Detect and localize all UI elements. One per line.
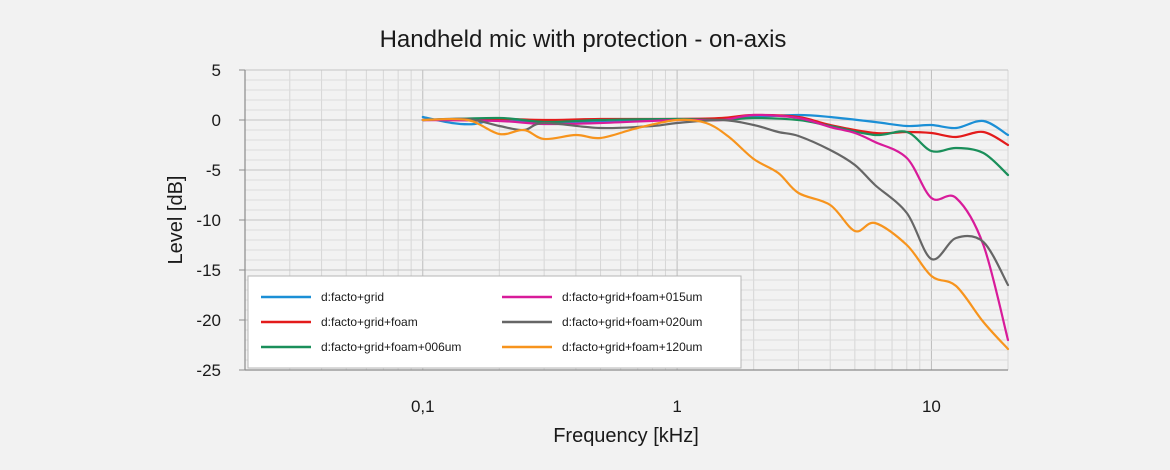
legend-label: d:facto+grid (321, 290, 384, 304)
legend-label: d:facto+grid+foam+120um (562, 340, 702, 354)
legend: d:facto+grid d:facto+grid+foam d:facto+gri… (247, 275, 742, 369)
y-axis-label: Level [dB] (165, 176, 187, 265)
legend-label: d:facto+grid+foam (321, 315, 418, 329)
legend-label: d:facto+grid+foam+020um (562, 315, 702, 329)
y-tick-label: -5 (206, 161, 221, 180)
legend-box (247, 275, 742, 369)
series-lines (421, 113, 1010, 351)
legend-items: d:facto+grid d:facto+grid+foam d:facto+gri… (261, 290, 702, 354)
y-tick-label: -10 (196, 211, 221, 230)
x-tick-labels: 0,1 1 10 (411, 397, 941, 416)
y-tick-label: 5 (212, 61, 221, 80)
y-tick-label: -20 (196, 311, 221, 330)
chart-title: Handheld mic with protection - on-axis (380, 26, 787, 53)
legend-label: d:facto+grid+foam+015um (562, 290, 702, 304)
x-tick-label: 10 (922, 397, 941, 416)
x-axis-label: Frequency [kHz] (553, 425, 699, 447)
legend-label: d:facto+grid+foam+006um (321, 340, 461, 354)
y-tick-label: -15 (196, 261, 221, 280)
x-tick-label: 0,1 (411, 397, 435, 416)
y-tick-label: -25 (196, 361, 221, 380)
series-line (421, 116, 1010, 177)
y-tick-labels: 5 0 -5 -10 -15 -20 -25 (196, 61, 245, 380)
series-line (421, 117, 1010, 351)
y-tick-label: 0 (212, 111, 221, 130)
x-tick-label: 1 (672, 397, 681, 416)
